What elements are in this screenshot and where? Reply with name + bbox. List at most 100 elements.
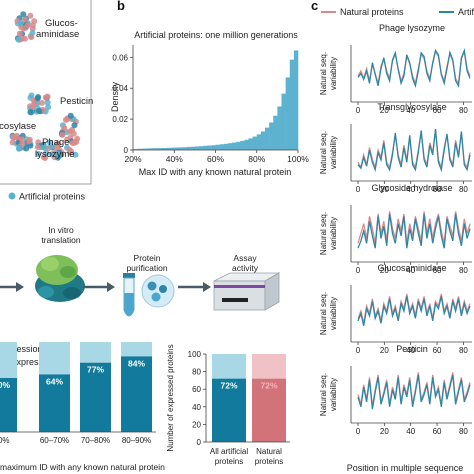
scatter-point [71,122,78,129]
variability-x-tick-label: 80 [459,106,468,115]
expression-category-label: 70–80% [81,436,110,445]
scatter-point [31,18,38,25]
scatter-point [34,95,41,102]
ribosome-icon [35,255,85,302]
histogram-bar [219,144,225,150]
expression-bar-value-label: 84% [128,358,145,368]
variability-x-tick-label: 60 [433,427,442,436]
variability-subplot: Pesticin Natural seq. variability 0 20 40 60 80 [319,344,472,436]
histogram-y-tick-label: 0.06 [112,53,128,62]
scatter-point [17,20,24,26]
panel-label-c: c [311,0,318,13]
scatter-point [16,30,23,37]
variability-artificial-line [357,374,471,410]
variability-x-tick-label: 40 [406,427,415,436]
scatter-point [72,151,79,158]
histogram-ylabel: Density [110,81,120,112]
comparison-axes: 0 20 40 60 80 100 [188,350,290,447]
expression-category-label: 60–70% [40,436,69,445]
variability-x-tick-label: 80 [459,266,468,275]
scatter-point [35,150,42,157]
legend-expression-label: expression [0,344,43,354]
arrow-0-head [16,282,24,292]
legend-artificial-marker [8,192,16,200]
histogram-y-tick-label: 0.02 [112,115,128,124]
histogram-bar [190,146,196,150]
histogram-bar [194,146,200,150]
comparison-category-label: proteins [255,457,283,466]
histogram-bar [273,115,278,150]
scatter-point [27,12,34,19]
comparison-y-tick-label: 0 [197,438,202,447]
panel-a-frame [0,0,92,185]
step-purification-label-1: Protein [134,253,161,263]
histogram-bar [186,146,192,150]
expression-bar-value-label: 77% [87,365,104,375]
panel-a-scatter: Glucos- aminidase Pesticin rcosylase Pha… [0,0,93,202]
scatter-point [67,112,74,119]
scatter-point [28,92,35,99]
scatter-point [15,145,22,152]
histogram-bar [277,106,282,150]
variability-ylabel: Natural seq. [319,52,328,95]
variability-legend: Natural proteins Artificial proteins [321,7,474,17]
plate-reader-icon [213,272,281,311]
expression-bars: 60% 60% 64% 60–70% 77% 70–80% 84% 80–90% [0,342,156,445]
histogram-bar [199,146,204,150]
scatter-point [54,144,61,151]
expression-bar-no-expression [39,342,70,375]
histogram-bar [227,143,233,150]
scatter-point [21,16,28,23]
scatter-point [35,144,41,151]
scatter-point [41,144,47,150]
histogram-xlabel: Max ID with any known natural protein [139,167,292,177]
histogram-bar [240,140,245,150]
histogram-bar [161,147,167,150]
scatter-point [44,99,51,106]
scatter-point [31,101,37,108]
legend-no-expression-label: no expression [0,357,55,367]
scatter-point [26,136,33,143]
step-assay-label-2: activity [232,263,259,273]
cluster-label-aminidase: aminidase [36,29,79,40]
step-translation-label-1: In vitro [48,225,74,235]
variability-xlabel: Position in multiple sequence [347,463,464,473]
comparison-y-tick-label: 40 [192,403,201,412]
variability-ylabel: variability [329,217,338,250]
histogram-x-tick-label: 80% [248,154,265,164]
scatter-point [66,146,73,153]
histogram-bar [293,50,299,150]
comparison-chart: Number of expressed proteins 72% All arti… [166,344,290,466]
step-translation-label-2: translation [41,235,80,245]
variability-artificial-line [357,213,471,249]
step-purification-label-2: purification [126,263,167,273]
cluster-label-glucos: Glucos- [45,18,78,29]
scatter-point [24,22,31,29]
variability-ylabel: variability [329,57,338,90]
scatter-point [27,109,34,116]
histogram-bars [133,50,299,151]
expression-bar-no-expression [80,342,111,363]
histogram-bar [215,144,220,150]
variability-x-tick-label: 20 [380,346,389,355]
scatter-point [23,145,30,152]
variability-subplot: Phage lysozyme Natural seq. variability 0 20… [319,23,472,115]
variability-artificial-line [357,128,471,173]
variability-ylabel: Natural seq. [319,292,328,335]
comparison-bar-expressed [212,378,246,442]
histogram-title: Artificial proteins: one million generat… [134,30,298,40]
variability-x-tick-label: 40 [406,106,415,115]
expression-bar-no-expression [121,342,152,357]
expression-bar-value-label: 64% [46,376,63,386]
histogram-bar [285,77,291,150]
histogram-bar [133,149,138,150]
variability-x-tick-label: 0 [356,427,361,436]
variability-subplot-title: Phage lysozyme [379,23,445,33]
scatter-point [18,136,25,143]
variability-x-tick-label: 20 [380,185,389,194]
histogram-bar [211,145,216,150]
cluster-label-pesticin: Pesticin [60,96,93,107]
comparison-bar-value-label: 72% [260,381,277,391]
histogram-y-tick-label: 0.04 [112,84,128,93]
